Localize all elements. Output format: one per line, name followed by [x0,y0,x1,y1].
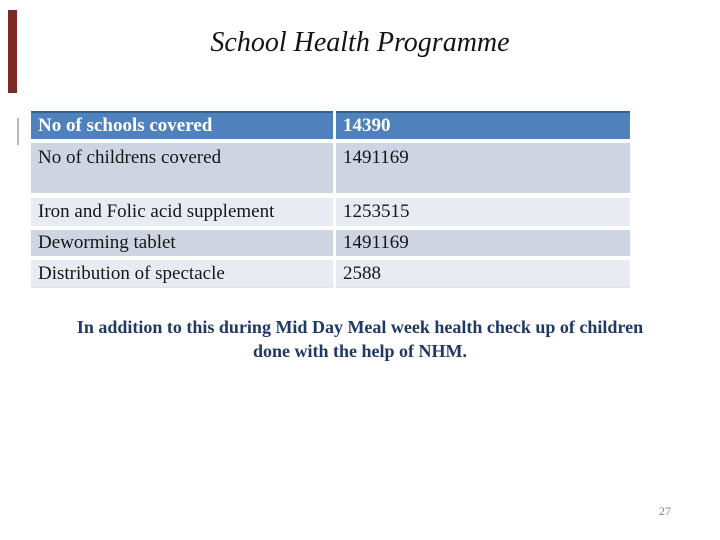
row-label-cell: Iron and Folic acid supplement [31,198,333,226]
row-value-cell: 1491169 [336,230,630,256]
slide-title: School Health Programme [210,27,510,58]
corner-accent-bar [8,10,17,93]
row-value-cell: 2588 [336,260,630,288]
row-value-cell: 1253515 [336,198,630,226]
row-value-cell: 14390 [336,111,630,139]
table-row: Iron and Folic acid supplement 1253515 [31,198,630,226]
page-number: 27 [659,504,671,518]
note-text: In addition to this during Mid Day Meal … [35,315,685,363]
row-label-cell: No of schools covered [31,111,333,139]
row-label-cell: Deworming tablet [31,230,333,256]
table-row: Distribution of spectacle 2588 [31,260,630,288]
table-row: Deworming tablet 1491169 [31,230,630,256]
row-label-cell: No of childrens covered [31,143,333,193]
row-value-cell: 1491169 [336,143,630,193]
note-line: In addition to this during Mid Day Meal … [76,317,644,337]
table-row: No of schools covered 14390 [31,111,630,139]
note-line: done with the help of NHM. [252,341,467,361]
row-label-cell: Distribution of spectacle [31,260,333,288]
table-edge-artifact [17,118,19,145]
stats-table: No of schools covered 14390 No of childr… [31,111,630,288]
table-row: No of childrens covered 1491169 [31,143,630,193]
